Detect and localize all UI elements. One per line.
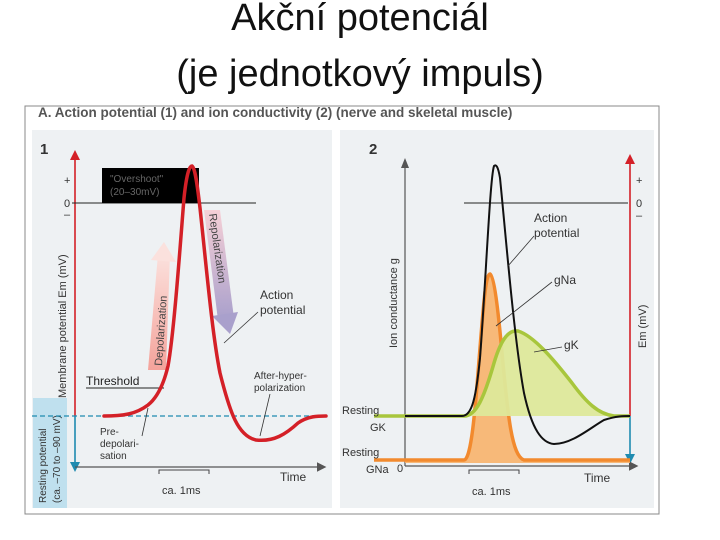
resting-gna-label: Resting (342, 447, 379, 459)
panel1-action-potential-label: Action (260, 288, 293, 302)
panel1-number: 1 (40, 141, 48, 158)
panel1-y-axis-label: Membrane potential Em (mV) (57, 254, 69, 398)
panel2-time-label: Time (584, 471, 611, 485)
panel1-action-potential-label-2: potential (260, 303, 305, 317)
panel1-minus-label: – (64, 209, 71, 221)
panel1-time-label: Time (280, 470, 307, 484)
panel2-y-axis-label: Ion conductance g (388, 258, 400, 348)
figure-svg: A. Action potential (1) and ion conducti… (24, 105, 660, 515)
panel2-scale-label: ca. 1ms (472, 486, 511, 498)
gk-area (405, 330, 630, 416)
threshold-label: Threshold (86, 374, 139, 388)
resting-potential-range: (ca. –70 to –90 mV) (52, 415, 63, 503)
after-hyperpolarization-label: After-hyper- (254, 371, 307, 382)
gk-curve (374, 329, 630, 418)
resting-gk-sub: GK (370, 422, 387, 434)
panel2-action-potential-label-2: potential (534, 226, 579, 240)
figure-header: A. Action potential (1) and ion conducti… (38, 105, 512, 120)
overshoot-range: (20–30mV) (110, 187, 159, 198)
depolarization-arrow (148, 254, 170, 370)
slide-title-line1: Akční potenciál (231, 0, 489, 39)
panel2-zero-label: 0 (636, 198, 642, 210)
gk-label: gK (564, 338, 579, 352)
panel2-action-potential-curve (405, 164, 631, 446)
depolarization-label: Depolarization (153, 295, 170, 366)
panel2: 2 Ion conductance g + 0 – Em (mV) Time c… (342, 141, 649, 498)
pre-depolarisation-label-3: sation (100, 451, 127, 462)
panel1: 1 Resting potential (ca. –70 to –90 mV) … (32, 141, 328, 508)
resting-potential-label: Resting potential (38, 429, 49, 504)
panel2-minus-label: – (636, 210, 643, 222)
panel2-right-axis-label: Em (mV) (637, 305, 649, 348)
after-hyperpolarization-label-2: polarization (254, 383, 305, 394)
panel1-zero-label: 0 (64, 198, 70, 210)
panel1-scale-bar (158, 469, 210, 474)
resting-gk-label: Resting (342, 405, 379, 417)
panel2-plus-label: + (636, 175, 642, 187)
action-potential-curve (102, 164, 328, 443)
pre-depolarisation-label: Pre- (100, 427, 119, 438)
gna-label: gNa (554, 273, 576, 287)
pre-depolarisation-label-2: depolari- (100, 439, 139, 450)
panel2-action-potential-label: Action (534, 211, 567, 225)
repolarization-arrow (204, 210, 234, 320)
resting-gna-sub: GNa (366, 464, 390, 476)
overshoot-label: "Overshoot" (110, 174, 164, 185)
panel1-plus-label: + (64, 175, 70, 187)
slide-title-line2: (je jednotkový impuls) (176, 53, 544, 95)
action-potential-figure: A. Action potential (1) and ion conducti… (24, 98, 660, 516)
panel1-scale-label: ca. 1ms (162, 485, 201, 497)
panel2-bottom-zero: 0 (397, 463, 403, 475)
panel2-scale-bar (468, 469, 520, 474)
panel1-y-axis-arrow (70, 150, 80, 160)
panel2-number: 2 (369, 141, 377, 158)
